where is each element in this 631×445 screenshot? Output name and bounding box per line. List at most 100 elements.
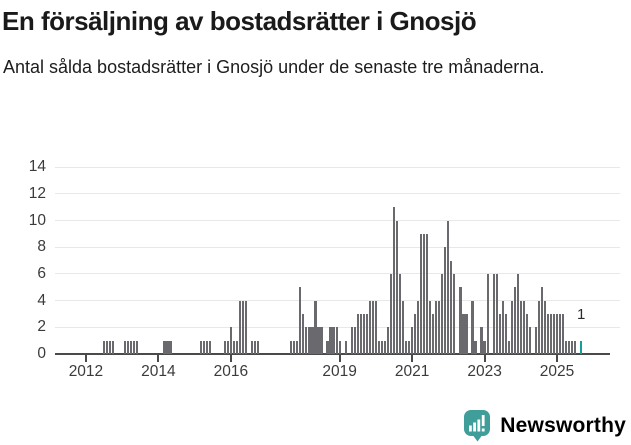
bar — [389, 273, 393, 354]
bar — [492, 273, 495, 354]
bar — [444, 247, 447, 354]
bar — [483, 340, 486, 354]
bar — [371, 300, 374, 354]
y-axis-label: 8 — [37, 238, 46, 256]
bar — [136, 340, 139, 354]
bar — [417, 300, 420, 354]
newsworthy-logo: Newsworthy — [463, 409, 626, 442]
bar — [112, 340, 115, 354]
bar — [546, 313, 550, 354]
bar — [169, 340, 172, 354]
bar — [453, 273, 456, 354]
bar — [414, 313, 417, 354]
bar — [404, 340, 408, 354]
bar — [423, 233, 426, 354]
bar — [377, 340, 380, 354]
bar — [302, 313, 305, 354]
bar — [130, 340, 133, 354]
bar — [495, 273, 498, 354]
gridline — [55, 300, 620, 302]
bar — [326, 340, 329, 354]
bar — [450, 260, 453, 354]
bar — [235, 340, 239, 354]
y-axis-label: 6 — [37, 264, 46, 282]
bar — [311, 327, 314, 354]
bar — [525, 313, 528, 354]
bar — [290, 340, 293, 354]
bar — [299, 287, 302, 354]
bar — [501, 300, 504, 354]
y-axis-label: 4 — [37, 291, 46, 309]
speech-bubble-bar-chart-icon — [464, 410, 491, 442]
bar — [565, 340, 568, 354]
bar — [432, 313, 435, 354]
bar — [435, 300, 438, 354]
bar — [362, 313, 365, 354]
bar — [429, 300, 432, 354]
bar — [305, 327, 308, 354]
bar — [571, 340, 574, 354]
bar — [127, 340, 130, 354]
bar — [504, 313, 507, 354]
bar — [426, 233, 429, 354]
bar — [522, 300, 525, 354]
y-axis-label: 2 — [37, 318, 46, 336]
bar — [163, 340, 166, 354]
bar — [552, 313, 556, 354]
bar — [462, 313, 465, 354]
bar — [398, 273, 402, 354]
bar — [353, 327, 356, 354]
bar — [411, 327, 414, 354]
highlighted-bar — [580, 340, 583, 354]
bar — [308, 327, 311, 354]
bar — [199, 340, 202, 354]
bar — [244, 300, 248, 354]
x-axis-tick — [229, 355, 232, 362]
bar — [350, 327, 353, 354]
x-axis-label: 2014 — [141, 363, 176, 380]
bar — [516, 273, 519, 354]
gridline — [55, 193, 620, 195]
bar — [510, 300, 513, 354]
bar — [519, 300, 522, 354]
bar — [374, 300, 377, 354]
page-title: En försäljning av bostadsrätter i Gnosjö — [2, 6, 477, 36]
bar — [386, 327, 390, 354]
bar — [293, 340, 296, 354]
bar — [498, 313, 501, 354]
bar — [383, 340, 386, 354]
bar — [329, 327, 332, 354]
bar — [474, 340, 477, 354]
bar — [513, 287, 516, 354]
gridline — [55, 246, 620, 248]
bar — [229, 327, 232, 354]
x-axis-label: 2019 — [322, 363, 357, 380]
bar — [320, 327, 323, 354]
bar — [447, 220, 450, 354]
bar — [335, 327, 338, 354]
bar — [368, 300, 371, 354]
bar — [558, 313, 562, 354]
bar — [395, 220, 399, 354]
bar — [250, 340, 254, 354]
chart-subtitle: Antal sålda bostadsrätter i Gnosjö under… — [3, 57, 545, 77]
bar — [562, 313, 565, 354]
bar — [133, 340, 136, 354]
bar — [534, 327, 537, 354]
bar — [365, 313, 368, 354]
bar — [480, 327, 483, 354]
gridline — [55, 166, 620, 168]
bar — [256, 340, 260, 354]
bar — [420, 233, 423, 354]
x-axis-line — [55, 353, 610, 355]
x-axis-label: 2012 — [68, 363, 104, 380]
bar — [208, 340, 211, 354]
bar — [568, 340, 571, 354]
bar — [232, 340, 235, 354]
bar — [109, 340, 112, 354]
bar — [540, 287, 544, 354]
bar — [202, 340, 205, 354]
bar — [314, 300, 317, 354]
bar — [238, 300, 242, 354]
bar — [359, 313, 362, 354]
